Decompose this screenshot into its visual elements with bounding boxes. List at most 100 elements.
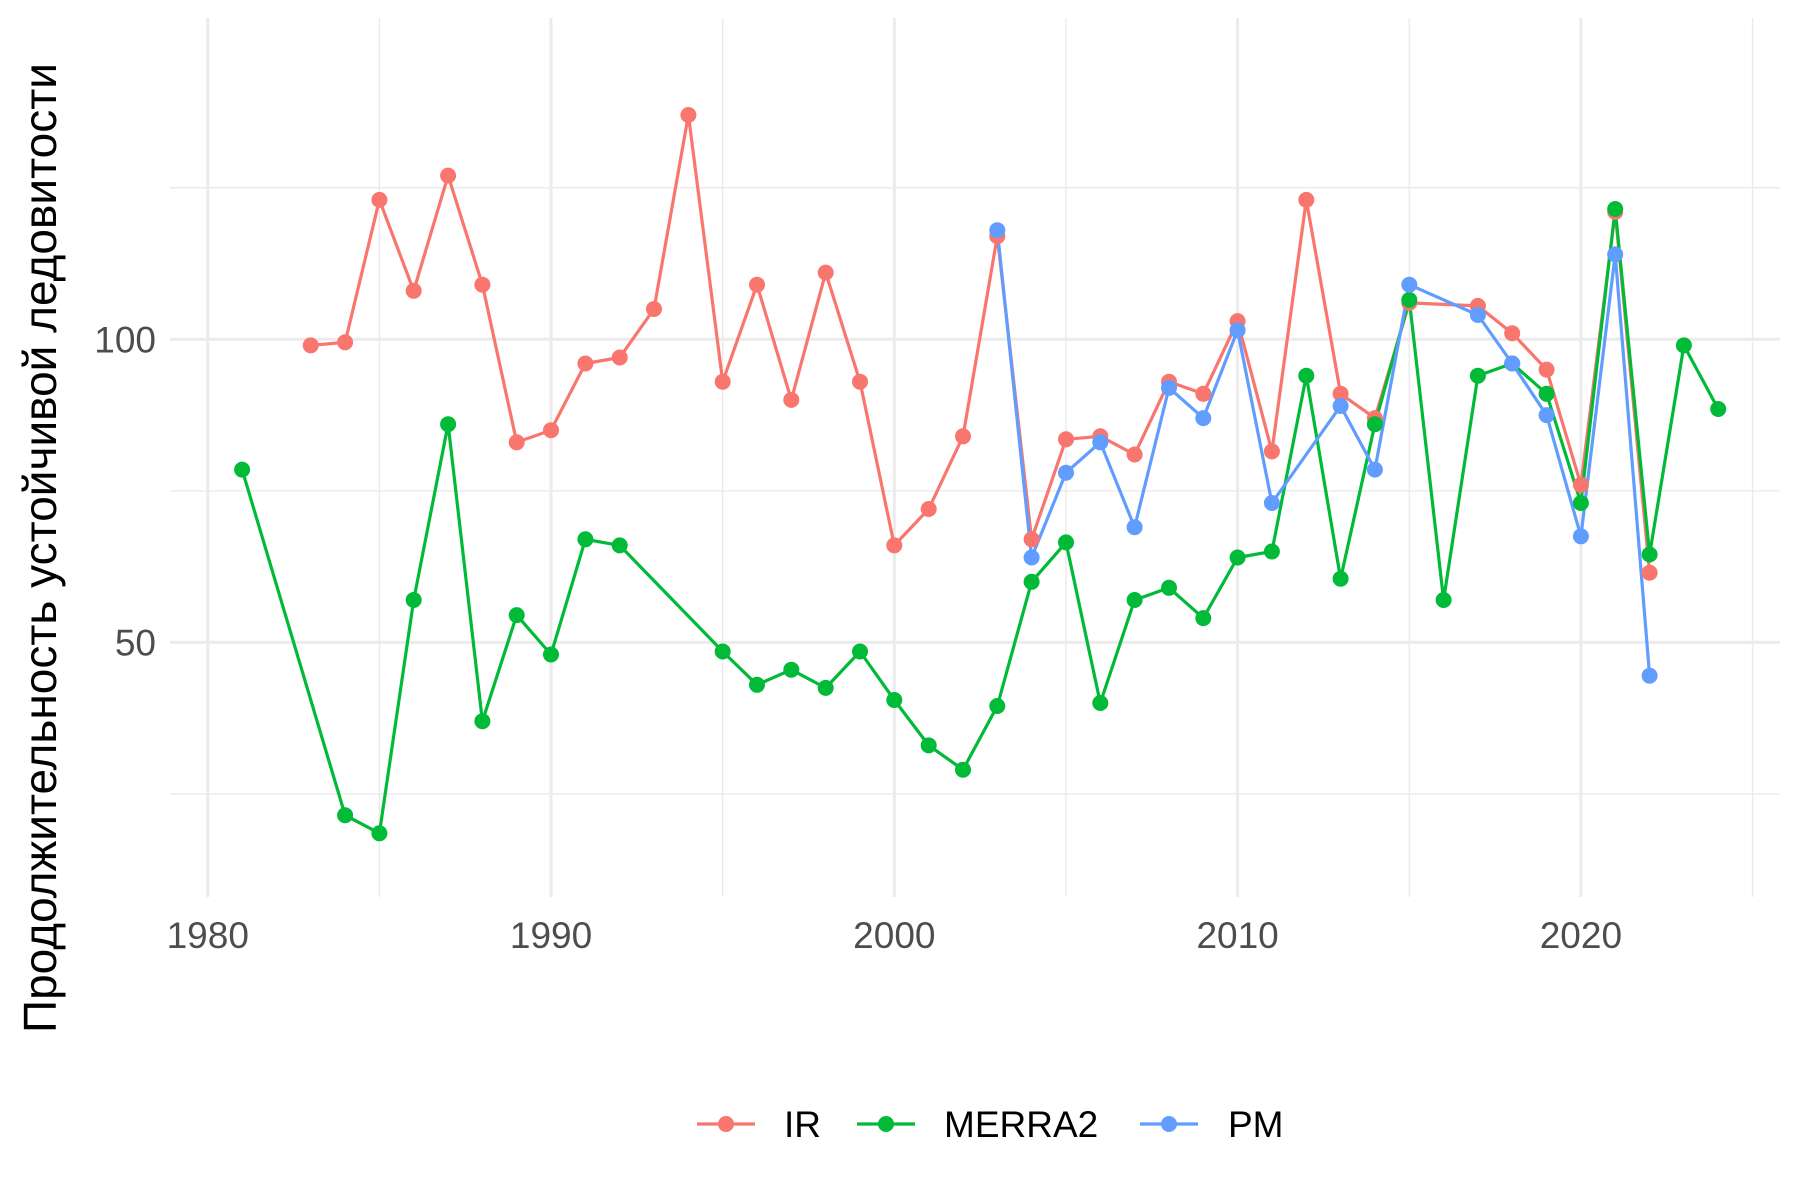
x-tick-label: 1990 bbox=[510, 915, 592, 956]
data-point-merra2 bbox=[817, 679, 834, 696]
data-point-merra2 bbox=[1607, 201, 1624, 217]
data-point-pm bbox=[1229, 322, 1246, 339]
data-point-ir bbox=[302, 337, 319, 354]
data-point-merra2 bbox=[1195, 610, 1212, 627]
data-point-pm bbox=[1263, 495, 1280, 511]
series-lines bbox=[240, 113, 1720, 835]
data-point-merra2 bbox=[714, 643, 731, 660]
data-point-ir bbox=[1126, 446, 1143, 463]
data-point-ir bbox=[680, 107, 697, 123]
data-point-ir bbox=[1058, 431, 1074, 448]
data-point-merra2 bbox=[1435, 592, 1452, 608]
data-point-pm bbox=[1195, 410, 1212, 427]
data-point-pm bbox=[1469, 307, 1486, 323]
data-point-merra2 bbox=[920, 737, 937, 754]
y-tick-label: 50 bbox=[115, 622, 156, 663]
data-point-ir bbox=[371, 191, 388, 208]
x-tick-label: 1980 bbox=[167, 915, 249, 956]
data-point-pm bbox=[1607, 246, 1624, 263]
data-point-merra2 bbox=[543, 646, 559, 663]
data-point-pm bbox=[1023, 549, 1040, 566]
x-tick-label: 2010 bbox=[1196, 915, 1278, 956]
series-line-merra2 bbox=[240, 207, 1720, 835]
data-point-merra2 bbox=[1298, 367, 1315, 384]
data-point-merra2 bbox=[234, 461, 251, 478]
series-line-ir bbox=[310, 113, 1652, 573]
data-point-pm bbox=[989, 222, 1006, 239]
series-points bbox=[234, 107, 1727, 842]
data-point-merra2 bbox=[405, 592, 422, 608]
data-point-merra2 bbox=[1538, 385, 1555, 402]
x-tick-label: 2000 bbox=[853, 915, 935, 956]
y-tick-label: 100 bbox=[94, 319, 156, 360]
data-point-merra2 bbox=[1161, 579, 1177, 596]
data-point-ir bbox=[1195, 385, 1212, 402]
data-point-ir bbox=[646, 301, 662, 317]
data-point-merra2 bbox=[1710, 401, 1727, 417]
legend-label-ir: IR bbox=[784, 1104, 821, 1145]
data-point-merra2 bbox=[1641, 546, 1658, 563]
data-point-ir bbox=[1332, 385, 1349, 402]
data-point-merra2 bbox=[1469, 367, 1486, 384]
data-point-merra2 bbox=[1023, 573, 1040, 590]
data-point-ir bbox=[817, 264, 834, 281]
legend: IR MERRA2 PM bbox=[697, 1104, 1284, 1145]
data-point-merra2 bbox=[440, 416, 457, 433]
data-point-merra2 bbox=[1675, 337, 1692, 354]
data-point-ir bbox=[611, 349, 628, 366]
data-point-merra2 bbox=[337, 807, 354, 824]
data-point-merra2 bbox=[852, 643, 868, 660]
data-point-ir bbox=[543, 422, 559, 439]
legend-label-merra2: MERRA2 bbox=[944, 1104, 1098, 1145]
data-point-ir bbox=[955, 428, 971, 445]
data-point-ir bbox=[508, 434, 525, 451]
data-point-merra2 bbox=[886, 692, 903, 708]
legend-key-point-merra2 bbox=[878, 1116, 894, 1132]
legend-key-point-pm bbox=[1161, 1116, 1177, 1132]
data-point-ir bbox=[1298, 191, 1315, 208]
data-point-ir bbox=[337, 334, 354, 351]
data-point-merra2 bbox=[1401, 291, 1418, 308]
data-point-ir bbox=[783, 391, 800, 408]
data-point-ir bbox=[852, 373, 868, 390]
data-point-ir bbox=[1263, 443, 1280, 460]
data-point-pm bbox=[1332, 398, 1349, 414]
data-point-merra2 bbox=[508, 607, 525, 624]
data-point-ir bbox=[1641, 564, 1658, 581]
data-point-ir bbox=[1572, 476, 1589, 493]
data-point-merra2 bbox=[1572, 495, 1589, 511]
data-point-pm bbox=[1538, 407, 1555, 424]
data-point-merra2 bbox=[371, 825, 388, 842]
y-axis-title: Продолжительность устойчивой ледовитости bbox=[14, 63, 66, 1033]
data-point-merra2 bbox=[474, 713, 491, 730]
data-point-pm bbox=[1126, 519, 1143, 536]
data-point-pm bbox=[1641, 667, 1658, 684]
data-point-merra2 bbox=[989, 698, 1006, 714]
data-point-ir bbox=[1504, 325, 1521, 342]
data-point-ir bbox=[405, 282, 422, 299]
data-point-merra2 bbox=[955, 761, 971, 778]
data-point-ir bbox=[714, 373, 731, 390]
data-point-merra2 bbox=[1092, 695, 1109, 711]
grid-lines bbox=[170, 18, 1780, 897]
data-point-merra2 bbox=[577, 531, 594, 548]
data-point-merra2 bbox=[749, 676, 765, 693]
data-point-pm bbox=[1366, 461, 1383, 478]
data-point-merra2 bbox=[1332, 570, 1349, 587]
data-point-ir bbox=[1538, 361, 1555, 378]
x-axis-tick-labels: 1980 1990 2000 2010 2020 bbox=[167, 915, 1622, 956]
data-point-merra2 bbox=[1058, 534, 1074, 551]
data-point-pm bbox=[1058, 464, 1074, 481]
data-point-pm bbox=[1092, 434, 1109, 451]
data-point-ir bbox=[920, 501, 937, 517]
data-point-merra2 bbox=[1126, 592, 1143, 608]
data-point-pm bbox=[1161, 379, 1177, 396]
data-point-ir bbox=[886, 537, 903, 554]
data-point-pm bbox=[1572, 528, 1589, 545]
y-axis-tick-labels: 50 100 bbox=[94, 319, 156, 663]
data-point-merra2 bbox=[783, 661, 800, 678]
data-point-merra2 bbox=[1229, 549, 1246, 566]
legend-key-point-ir bbox=[718, 1116, 734, 1132]
data-point-ir bbox=[440, 167, 457, 184]
